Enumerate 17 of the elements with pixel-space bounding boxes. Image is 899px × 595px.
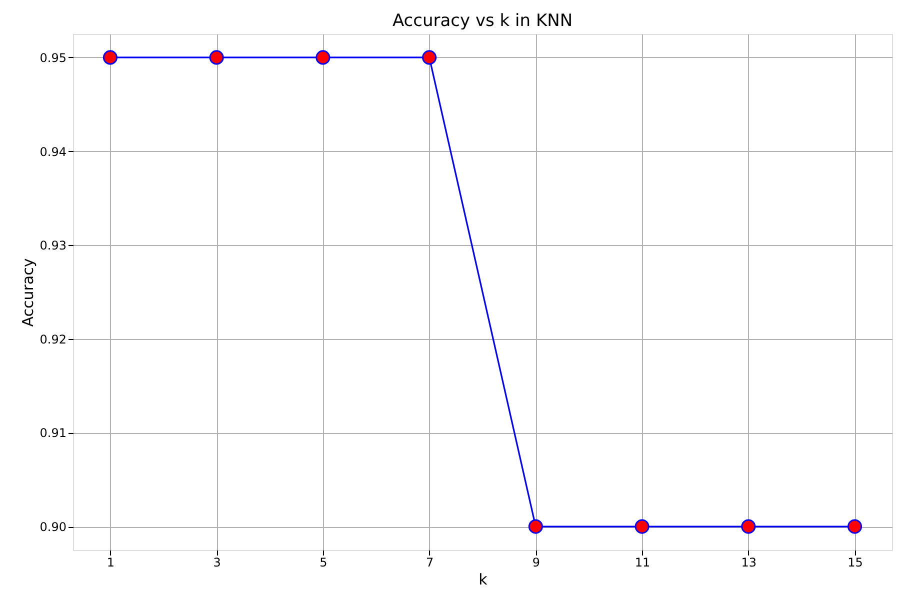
x-axis-title: k — [478, 570, 488, 588]
x-tick-label: 13 — [741, 556, 757, 570]
x-tick-label: 1 — [106, 556, 115, 570]
x-tick-label: 7 — [426, 556, 434, 570]
y-tick-label: 0.94 — [40, 144, 66, 159]
y-tick-label: 0.95 — [40, 50, 66, 65]
y-tick-label: 0.93 — [40, 238, 66, 253]
x-tick-label: 5 — [320, 556, 328, 570]
x-tick-label: 9 — [532, 556, 540, 570]
y-tick-label: 0.92 — [40, 332, 66, 346]
chart-title: Accuracy vs k in KNN — [392, 11, 573, 31]
x-tick-label: 15 — [848, 556, 863, 570]
y-axis-title: Accuracy — [18, 258, 37, 327]
x-tick-label: 3 — [213, 556, 221, 570]
y-tick-label: 0.90 — [40, 520, 66, 534]
y-tick-label: 0.91 — [40, 426, 66, 440]
x-tick-label: 11 — [634, 556, 650, 570]
